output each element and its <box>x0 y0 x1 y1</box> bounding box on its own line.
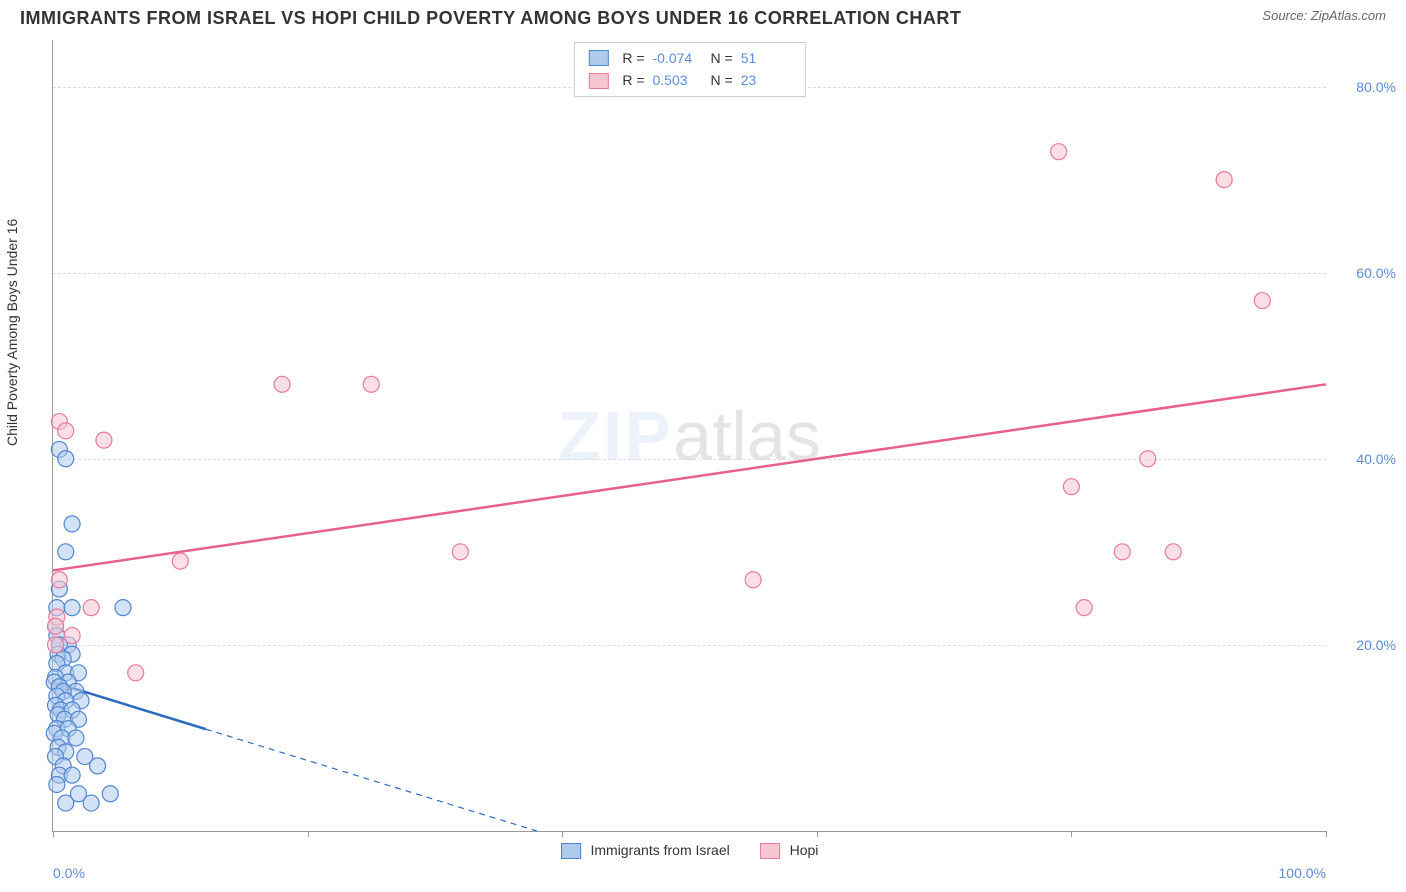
scatter-point <box>745 572 761 588</box>
scatter-point <box>64 600 80 616</box>
n-value-0: 51 <box>741 47 791 69</box>
scatter-point <box>96 432 112 448</box>
scatter-point <box>48 637 64 653</box>
scatter-point <box>1216 172 1232 188</box>
series-legend: Immigrants from Israel Hopi <box>561 842 819 859</box>
legend-item-hopi: Hopi <box>760 842 819 859</box>
scatter-svg <box>53 40 1326 831</box>
r-value-0: -0.074 <box>653 47 703 69</box>
r-value-1: 0.503 <box>653 69 703 91</box>
x-tick <box>53 831 54 837</box>
scatter-point <box>452 544 468 560</box>
scatter-point <box>58 544 74 560</box>
x-tick <box>1326 831 1327 837</box>
source-label: Source: <box>1262 8 1307 23</box>
n-label: N = <box>711 69 733 91</box>
scatter-point <box>274 376 290 392</box>
scatter-point <box>1140 451 1156 467</box>
r-label: R = <box>622 47 644 69</box>
chart-title: IMMIGRANTS FROM ISRAEL VS HOPI CHILD POV… <box>20 8 961 29</box>
correlation-legend-box: R = -0.074 N = 51 R = 0.503 N = 23 <box>573 42 805 97</box>
correlation-row-1: R = 0.503 N = 23 <box>588 69 790 91</box>
legend-item-israel: Immigrants from Israel <box>561 842 730 859</box>
scatter-point <box>1076 600 1092 616</box>
legend-swatch-israel <box>588 50 608 66</box>
scatter-point <box>1063 479 1079 495</box>
y-tick-label: 40.0% <box>1356 451 1396 467</box>
scatter-point <box>363 376 379 392</box>
scatter-point <box>1165 544 1181 560</box>
scatter-point <box>172 553 188 569</box>
scatter-point <box>1051 144 1067 160</box>
scatter-point <box>1114 544 1130 560</box>
y-axis-label: Child Poverty Among Boys Under 16 <box>4 219 20 446</box>
scatter-point <box>68 730 84 746</box>
scatter-point <box>58 795 74 811</box>
scatter-point <box>102 786 118 802</box>
x-tick <box>562 831 563 837</box>
x-tick <box>817 831 818 837</box>
scatter-point <box>83 600 99 616</box>
scatter-point <box>64 516 80 532</box>
scatter-point <box>83 795 99 811</box>
x-tick-label-max: 100.0% <box>1279 865 1326 881</box>
scatter-point <box>90 758 106 774</box>
legend-label-hopi: Hopi <box>790 842 819 858</box>
scatter-point <box>128 665 144 681</box>
scatter-point <box>64 767 80 783</box>
legend-swatch-hopi-icon <box>760 843 780 859</box>
source-attribution: Source: ZipAtlas.com <box>1262 8 1386 23</box>
trend-line <box>53 384 1326 570</box>
n-label: N = <box>711 47 733 69</box>
scatter-point <box>1254 293 1270 309</box>
chart-header: IMMIGRANTS FROM ISRAEL VS HOPI CHILD POV… <box>0 0 1406 33</box>
legend-label-israel: Immigrants from Israel <box>590 842 729 858</box>
y-tick-label: 80.0% <box>1356 79 1396 95</box>
y-tick-label: 60.0% <box>1356 265 1396 281</box>
source-value: ZipAtlas.com <box>1311 8 1386 23</box>
legend-swatch-israel-icon <box>561 843 581 859</box>
x-tick <box>1071 831 1072 837</box>
x-tick <box>308 831 309 837</box>
correlation-row-0: R = -0.074 N = 51 <box>588 47 790 69</box>
scatter-point <box>115 600 131 616</box>
scatter-point <box>49 776 65 792</box>
legend-swatch-hopi <box>588 73 608 89</box>
scatter-point <box>58 451 74 467</box>
scatter-point <box>58 423 74 439</box>
x-tick-label-min: 0.0% <box>53 865 85 881</box>
r-label: R = <box>622 69 644 91</box>
n-value-1: 23 <box>741 69 791 91</box>
scatter-point <box>48 618 64 634</box>
y-tick-label: 20.0% <box>1356 637 1396 653</box>
scatter-point <box>51 572 67 588</box>
trend-line-dashed <box>206 729 537 831</box>
scatter-point <box>64 628 80 644</box>
chart-plot-area: ZIPatlas 20.0%40.0%60.0%80.0% R = -0.074… <box>52 40 1326 832</box>
